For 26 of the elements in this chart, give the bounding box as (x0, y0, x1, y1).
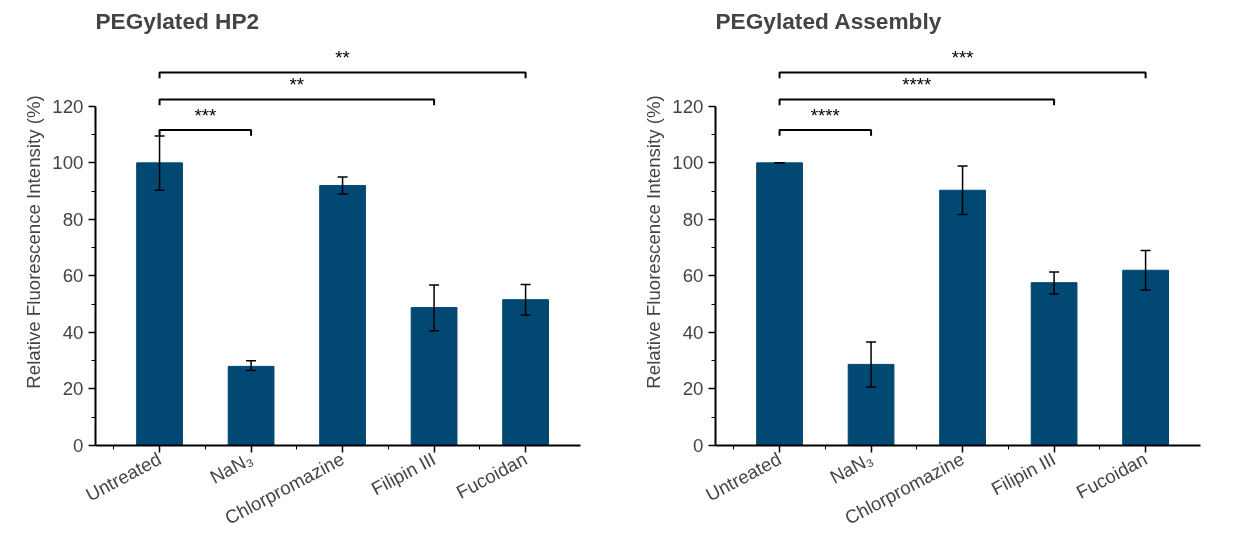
chart-title: PEGylated HP2 (95, 7, 260, 34)
y-tick-label: 80 (62, 208, 84, 230)
text: ** (335, 47, 350, 69)
text: ** (289, 74, 305, 96)
y-axis-title: Relative Fluorescence Intensity (%) (23, 95, 45, 389)
text: **** (902, 74, 932, 96)
y-tick-label: 80 (682, 208, 704, 230)
y-tick-label: 20 (62, 378, 84, 400)
y-tick-label: 40 (62, 321, 84, 343)
x-tick-label: Filipin III (367, 448, 440, 500)
y-tick-label: 60 (62, 265, 84, 287)
annotation: **** (810, 105, 840, 126)
y-tick-label: 0 (73, 435, 84, 456)
text: *** (951, 47, 974, 69)
y-tick-label: 100 (52, 152, 84, 174)
annotation: *** (194, 105, 217, 126)
y-tick-label: 0 (693, 435, 704, 456)
y-tick-label: 40 (682, 321, 704, 343)
x-tick-label: Filipin III (987, 448, 1060, 500)
y-axis-title: Relative Fluorescence Intensity (%) (643, 95, 665, 389)
y-tick-label: 120 (672, 95, 704, 117)
y-tick-label: 60 (682, 265, 704, 287)
y-tick-label: 100 (672, 152, 704, 174)
chart-title: PEGylated Assembly (715, 7, 942, 34)
y-tick-label: 120 (52, 95, 84, 117)
y-tick-label: 20 (682, 378, 704, 400)
